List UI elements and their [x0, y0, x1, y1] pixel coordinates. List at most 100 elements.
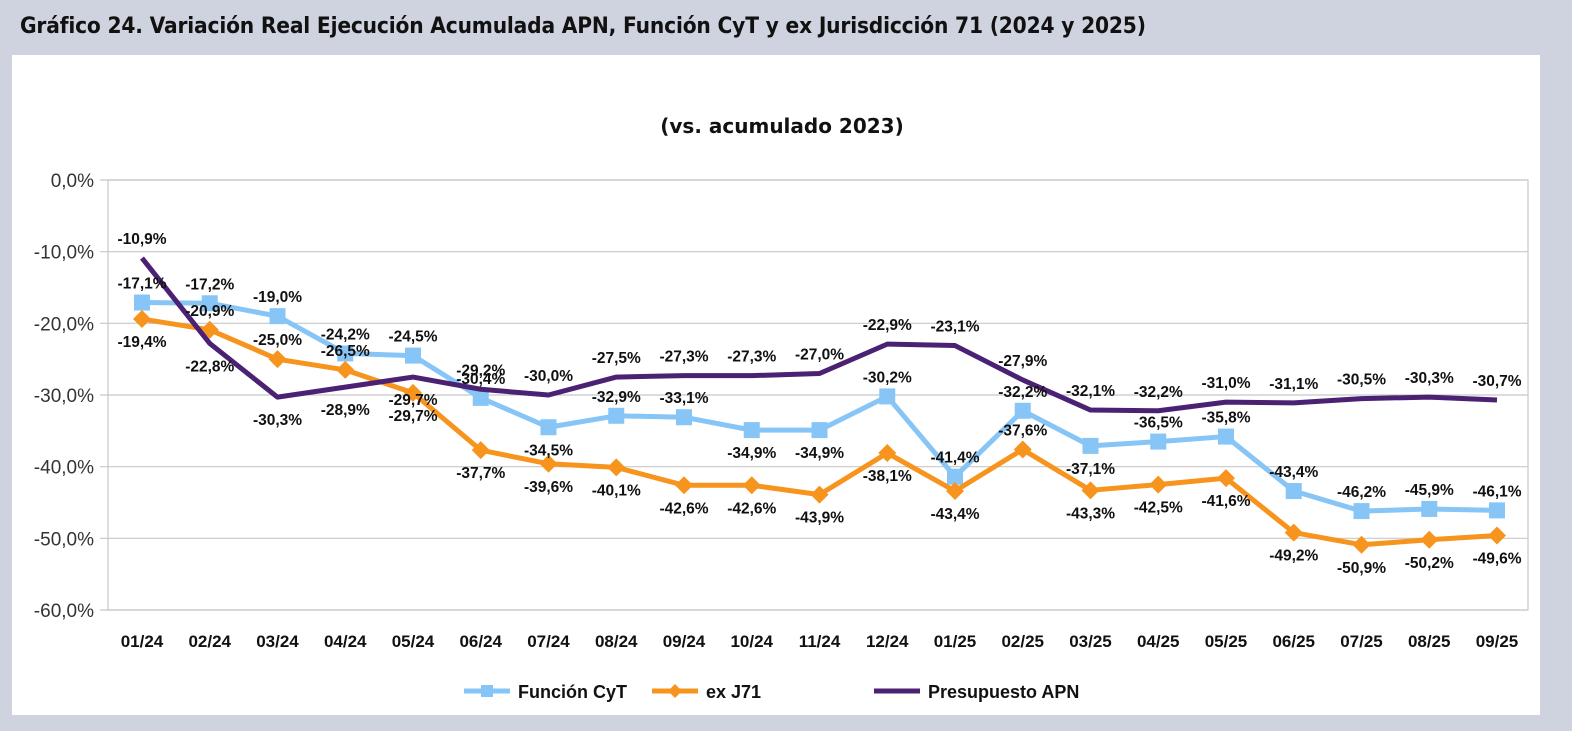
- y-axis: 0,0% -10,0% -20,0% -30,0% -40,0% -50,0% -60,0%: [34, 171, 94, 622]
- data-point-square: [879, 388, 896, 405]
- data-label: -33,1%: [659, 390, 708, 407]
- data-label: -37,1%: [1066, 461, 1115, 478]
- data-label: -45,9%: [1405, 482, 1454, 499]
- data-label: -27,3%: [727, 349, 776, 366]
- figure-title: Gráfico 24. Variación Real Ejecución Acu…: [20, 14, 1146, 39]
- data-label: -32,1%: [1066, 383, 1115, 400]
- data-point-diamond: [133, 310, 151, 329]
- chart-subtitle: (vs. acumulado 2023): [660, 114, 904, 138]
- data-label: -32,9%: [592, 389, 641, 406]
- x-tick-label: 06/24: [459, 632, 502, 651]
- data-label: -42,5%: [1134, 500, 1183, 517]
- x-tick-label: 02/24: [188, 632, 231, 651]
- data-label: -50,2%: [1405, 555, 1454, 572]
- x-tick-label: 07/24: [527, 632, 570, 651]
- data-point-square: [1421, 500, 1438, 517]
- data-point-square: [134, 294, 150, 311]
- series-ex-j71: [133, 310, 1506, 554]
- data-label: -38,1%: [863, 468, 912, 485]
- legend-item: Presupuesto APN: [874, 682, 1079, 702]
- y-tick-label: -60,0%: [34, 601, 94, 622]
- data-label: -42,6%: [727, 500, 776, 517]
- data-point-diamond: [742, 476, 761, 495]
- data-label: -22,8%: [185, 358, 234, 375]
- data-label: -30,4%: [456, 371, 505, 388]
- data-label: -46,2%: [1337, 484, 1386, 501]
- data-label: -30,2%: [863, 369, 912, 386]
- x-tick-label: 09/24: [663, 632, 706, 651]
- data-point-diamond: [268, 350, 287, 369]
- data-label: -49,2%: [1269, 548, 1318, 565]
- y-tick-label: -50,0%: [34, 529, 94, 550]
- data-label: -31,0%: [1201, 375, 1250, 392]
- data-label: -37,6%: [998, 422, 1047, 439]
- legend: Función CyT ex J71 Presupuesto APN: [464, 682, 1079, 702]
- data-point-square: [811, 422, 828, 439]
- series-funci-n-cyt: [134, 294, 1505, 520]
- x-axis: 01/24 02/24 03/24 04/24 05/24 06/24 07/24 08/24…: [121, 632, 1519, 651]
- data-label: -34,9%: [727, 445, 776, 462]
- y-tick-label: -30,0%: [34, 386, 94, 407]
- data-label: -23,1%: [930, 319, 979, 336]
- data-point-square: [269, 308, 286, 325]
- data-point-square: [676, 409, 692, 426]
- data-labels: -17,1% -17,2% -19,0% -24,2% -24,5% -30,4% -34,…: [117, 231, 1521, 577]
- data-label: -30,0%: [524, 368, 573, 385]
- data-label: -29,7%: [388, 408, 437, 425]
- x-tick-label: 11/24: [799, 632, 841, 651]
- data-label: -22,9%: [863, 317, 912, 334]
- legend-item: ex J71: [652, 682, 761, 702]
- x-tick-label: 04/24: [324, 632, 367, 651]
- data-label: -43,9%: [795, 510, 844, 527]
- data-label: -35,8%: [1201, 410, 1250, 427]
- legend-label: ex J71: [706, 682, 761, 702]
- data-label: -46,1%: [1472, 483, 1521, 500]
- data-point-square: [1218, 428, 1234, 445]
- data-label: -41,4%: [930, 450, 979, 467]
- y-tick-label: -40,0%: [34, 458, 94, 479]
- data-point-diamond: [607, 458, 626, 477]
- data-point-square: [1150, 433, 1167, 450]
- data-label: -31,1%: [1269, 376, 1318, 393]
- data-label: -29,2%: [456, 362, 505, 379]
- data-point-square: [1014, 402, 1031, 419]
- legend-label: Función CyT: [518, 682, 627, 702]
- data-point-square: [405, 347, 421, 364]
- x-tick-label: 01/24: [121, 632, 164, 651]
- series-group: [133, 256, 1506, 554]
- x-tick-label: 05/24: [392, 632, 435, 651]
- data-label: -25,0%: [253, 332, 302, 349]
- data-point-square: [540, 419, 557, 436]
- legend-label: Presupuesto APN: [928, 682, 1079, 702]
- data-label: -36,5%: [1134, 415, 1183, 432]
- data-point-diamond: [1284, 523, 1303, 542]
- legend-marker-diamond: [668, 684, 682, 698]
- x-tick-label: 03/24: [256, 632, 299, 651]
- data-label: -28,9%: [321, 402, 370, 419]
- data-label: -27,9%: [998, 353, 1047, 370]
- data-label: -17,2%: [185, 276, 234, 293]
- data-label: -41,6%: [1201, 493, 1250, 510]
- y-tick-label: 0,0%: [51, 171, 94, 192]
- data-point-diamond: [471, 441, 490, 460]
- data-label: -43,4%: [1269, 464, 1318, 481]
- data-label: -30,3%: [1405, 370, 1454, 387]
- data-point-diamond: [1420, 530, 1439, 549]
- data-label: -27,3%: [659, 349, 708, 366]
- data-label: -43,3%: [1066, 505, 1115, 522]
- x-tick-label: 05/25: [1205, 632, 1248, 651]
- data-point-square: [1489, 502, 1505, 519]
- y-tick-label: -20,0%: [34, 314, 94, 335]
- x-tick-label: 02/25: [1001, 632, 1044, 651]
- x-tick-label: 08/24: [595, 632, 638, 651]
- data-label: -34,9%: [795, 445, 844, 462]
- x-tick-label: 07/25: [1340, 632, 1383, 651]
- data-point-square: [743, 422, 760, 439]
- data-label: -42,6%: [659, 500, 708, 517]
- data-label: -30,7%: [1472, 373, 1521, 390]
- data-point-square: [1082, 437, 1099, 454]
- data-label: -27,5%: [592, 350, 641, 367]
- data-point-square: [947, 468, 963, 485]
- x-tick-label: 01/25: [934, 632, 977, 651]
- data-point-diamond: [946, 482, 964, 501]
